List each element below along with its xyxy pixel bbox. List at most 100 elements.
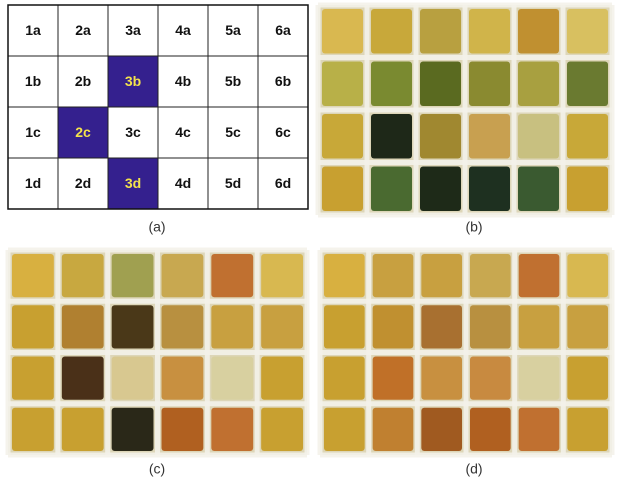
well (420, 167, 461, 212)
well (371, 167, 412, 212)
well (211, 357, 253, 400)
well (421, 305, 462, 348)
well (324, 357, 365, 400)
well (12, 254, 54, 297)
well (322, 62, 363, 107)
figure: 1a 2a 3a 4a 5a 6a 1b 2b 3b 4b 5b 6b 1c 2c 3c 4c 5c 6c 1d 2d… (0, 0, 619, 480)
well (261, 408, 303, 451)
well (211, 305, 253, 348)
well (162, 305, 204, 348)
well (112, 254, 154, 297)
well (261, 254, 303, 297)
well (470, 305, 511, 348)
well (211, 408, 253, 451)
cell-label: 4a (175, 22, 191, 38)
cell-label: 3a (125, 22, 141, 38)
well-grid: 1a 2a 3a 4a 5a 6a 1b 2b 3b 4b 5b 6b 1c 2c 3c 4c 5c 6c 1d 2d… (8, 5, 308, 209)
cell-label: 2b (75, 73, 91, 89)
well (373, 357, 414, 400)
caption: (b) (465, 219, 482, 235)
well (420, 9, 461, 54)
well (322, 114, 363, 159)
caption: (a) (148, 219, 165, 235)
well (519, 357, 560, 400)
cell-label: 2a (75, 22, 91, 38)
cell-label: 5b (225, 73, 241, 89)
well (12, 408, 54, 451)
well (12, 357, 54, 400)
well (324, 408, 365, 451)
well (567, 305, 608, 348)
cell-label: 4c (175, 124, 191, 140)
well (371, 9, 412, 54)
well (470, 408, 511, 451)
well (162, 357, 204, 400)
cell-label: 1a (25, 22, 41, 38)
cell-label: 6a (275, 22, 291, 38)
well (322, 167, 363, 212)
cell-label: 4b (175, 73, 191, 89)
cell-label: 1d (25, 175, 41, 191)
well (373, 305, 414, 348)
well (567, 62, 608, 107)
well (518, 167, 559, 212)
well (567, 357, 608, 400)
well (62, 254, 104, 297)
well (211, 254, 253, 297)
cell-label: 6b (275, 73, 291, 89)
caption: (d) (465, 461, 482, 477)
cell-label: 4d (175, 175, 191, 191)
cell-label: 5a (225, 22, 241, 38)
cell-label: 2d (75, 175, 91, 191)
well (373, 408, 414, 451)
well (420, 62, 461, 107)
cell-label: 3b (125, 73, 141, 89)
well (62, 408, 104, 451)
well (518, 114, 559, 159)
well (162, 254, 204, 297)
well (420, 114, 461, 159)
cell-label: 1c (25, 124, 41, 140)
well (567, 408, 608, 451)
cell-label: 6d (275, 175, 291, 191)
well (469, 114, 510, 159)
well (261, 305, 303, 348)
well (567, 167, 608, 212)
well (470, 254, 511, 297)
well (519, 408, 560, 451)
cell-label: 6c (275, 124, 291, 140)
well (469, 167, 510, 212)
well (371, 62, 412, 107)
cell-label: 2c (75, 124, 91, 140)
well (518, 62, 559, 107)
cell-label: 3c (125, 124, 141, 140)
well (469, 9, 510, 54)
well (162, 408, 204, 451)
well (371, 114, 412, 159)
cell-label: 3d (125, 175, 141, 191)
cell-label: 1b (25, 73, 41, 89)
caption: (c) (149, 461, 165, 477)
well (421, 408, 462, 451)
well (112, 357, 154, 400)
well (322, 9, 363, 54)
well (519, 305, 560, 348)
well (261, 357, 303, 400)
well (112, 305, 154, 348)
well (470, 357, 511, 400)
well (112, 408, 154, 451)
well (519, 254, 560, 297)
well (567, 254, 608, 297)
well (421, 357, 462, 400)
well (518, 9, 559, 54)
well (421, 254, 462, 297)
well (324, 305, 365, 348)
cell-label: 5d (225, 175, 241, 191)
well (373, 254, 414, 297)
well (567, 9, 608, 54)
well (12, 305, 54, 348)
well (324, 254, 365, 297)
well (62, 357, 104, 400)
well (469, 62, 510, 107)
cell-label: 5c (225, 124, 241, 140)
